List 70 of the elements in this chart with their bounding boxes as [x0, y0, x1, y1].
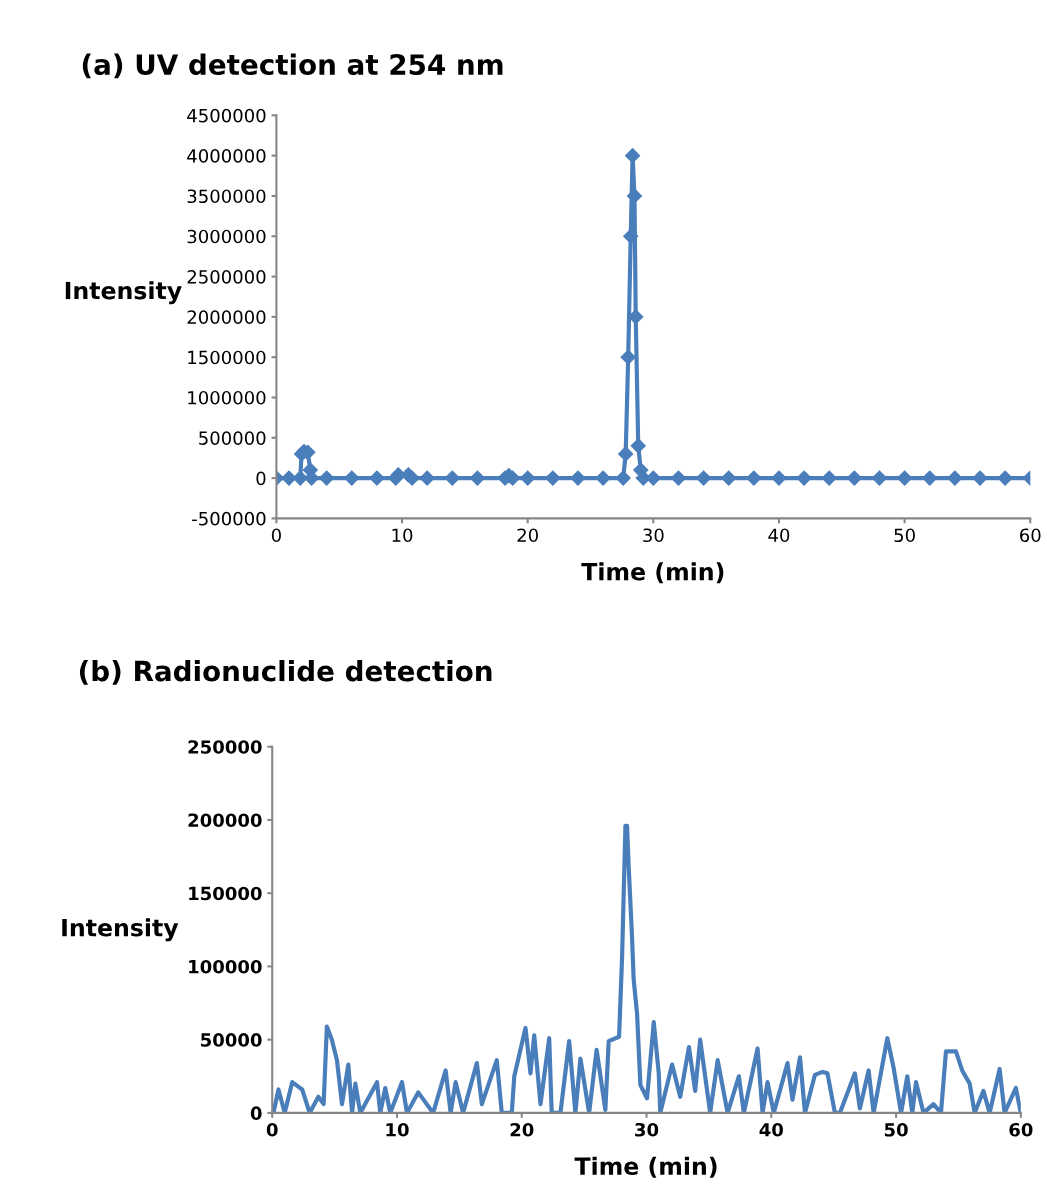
point [947, 470, 963, 486]
point [618, 446, 634, 462]
point [419, 470, 435, 486]
point [796, 470, 812, 486]
x-tick-label: 40 [768, 528, 790, 543]
x-tick-label: 0 [266, 1122, 278, 1137]
chart-title: (a) UV detection at 254 nm [82, 53, 503, 79]
point [972, 470, 988, 486]
y-tick-label: 0 [250, 1106, 262, 1121]
point [292, 470, 308, 486]
point [746, 470, 762, 486]
x-tick-label: 50 [894, 528, 915, 543]
point [620, 349, 636, 365]
y-tick-label: 1000000 [188, 390, 266, 405]
point [444, 470, 460, 486]
point [897, 470, 913, 486]
point [570, 470, 586, 486]
point [871, 470, 888, 486]
y-tick-label: 250000 [188, 740, 262, 754]
point [369, 470, 385, 486]
y-tick-label: 4500000 [187, 108, 266, 123]
point [846, 470, 862, 486]
point [344, 470, 360, 486]
x-tick-label: 0 [271, 528, 281, 543]
x-tick-label: 20 [517, 528, 538, 543]
point [821, 470, 837, 486]
point [771, 470, 787, 486]
point [670, 470, 687, 486]
x-tick-label: 20 [510, 1122, 534, 1137]
point [997, 470, 1013, 486]
point [520, 470, 536, 486]
x-tick-label: 10 [386, 1122, 409, 1137]
point [630, 438, 646, 454]
y-tick-label: 500000 [199, 431, 266, 445]
y-tick-label: 3500000 [187, 189, 266, 204]
x-tick-label: 10 [392, 528, 413, 543]
x-axis-title: Time (min) [574, 1156, 717, 1178]
y-tick-label: 150000 [189, 886, 262, 901]
y-tick-label: 3000000 [187, 229, 266, 244]
point [922, 470, 938, 486]
point [615, 470, 631, 486]
y-tick-label: 2500000 [187, 270, 266, 284]
x-tick-label: 40 [759, 1122, 783, 1137]
x-axis-title: Time (min) [581, 562, 724, 584]
x-tick-label: 60 [1020, 528, 1041, 543]
point [696, 470, 712, 486]
point [626, 188, 643, 204]
point [721, 470, 737, 486]
x-tick-label: 30 [643, 528, 664, 543]
point [319, 470, 335, 486]
y-tick-label: 0 [256, 471, 266, 486]
x-tick-label: 50 [884, 1122, 908, 1137]
point [595, 470, 611, 486]
y-tick-label: 4000000 [187, 149, 266, 163]
y-tick-label: 50000 [201, 1033, 262, 1047]
y-tick-label: 200000 [188, 813, 262, 828]
y-axis-title: Intensity [65, 281, 182, 305]
point [623, 228, 639, 244]
point [545, 470, 561, 486]
y-tick-label: 1500000 [188, 350, 266, 365]
point [625, 148, 641, 164]
y-tick-label: 100000 [189, 959, 262, 974]
point [404, 470, 420, 486]
point [469, 470, 486, 486]
x-tick-label: 60 [1009, 1122, 1033, 1137]
y-tick-label: 2000000 [187, 310, 266, 324]
y-axis-title: Intensity [62, 918, 179, 942]
chart-title: (b) Radionuclide detection [79, 660, 492, 685]
y-tick-label: -500000 [192, 511, 266, 526]
x-tick-label: 30 [635, 1122, 659, 1137]
